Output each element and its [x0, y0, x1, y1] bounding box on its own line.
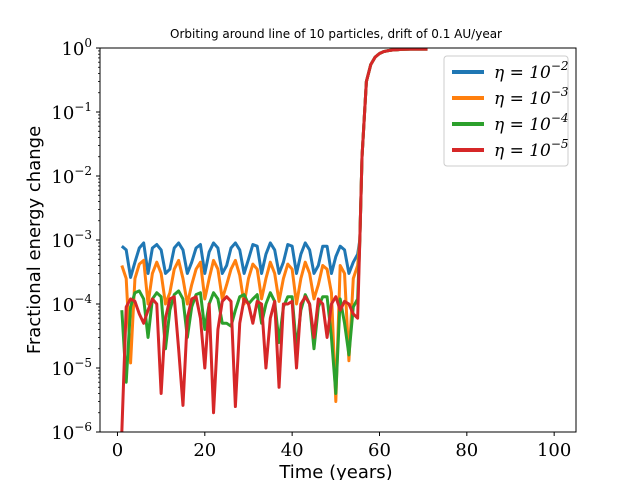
- plot-frame: [99, 47, 577, 433]
- y-tick-label: 100: [61, 36, 92, 60]
- series-line-1: [120, 48, 428, 279]
- x-tick-label: 100: [537, 440, 571, 461]
- series-line-2: [120, 48, 428, 403]
- y-tick-label: 10−2: [51, 164, 92, 188]
- y-tick-label: 10−4: [51, 292, 92, 316]
- legend-frame: [443, 55, 569, 167]
- series-layer: [120, 48, 428, 432]
- tick-layer: 0 20 40 60 80 100 10−6 10−5 10−4 10−3 10−2 10−1 100: [51, 36, 571, 461]
- x-tick-label: 40: [281, 440, 304, 461]
- legend-label-1: η = 10−2: [494, 59, 569, 83]
- y-tick-label: 10−3: [51, 228, 92, 252]
- legend-label-2: η = 10−3: [494, 85, 569, 109]
- legend: η = 10−2η = 10−3η = 10−4η = 10−5: [443, 55, 569, 167]
- x-tick-label: 20: [193, 440, 216, 461]
- y-tick-label: 10−6: [51, 420, 92, 444]
- x-tick-label: 0: [112, 440, 123, 461]
- x-tick-label: 60: [368, 440, 391, 461]
- y-axis-label: Fractional energy change: [24, 126, 45, 354]
- series-line-4: [120, 48, 428, 432]
- series-line-3: [120, 48, 428, 395]
- x-axis-label: Time (years): [278, 462, 392, 480]
- y-tick-label: 10−5: [51, 356, 92, 380]
- legend-label-4: η = 10−5: [494, 137, 569, 161]
- chart-title: Orbiting around line of 10 particles, dr…: [170, 27, 502, 41]
- legend-label-3: η = 10−4: [494, 111, 569, 135]
- x-tick-label: 80: [455, 440, 478, 461]
- y-tick-label: 10−1: [51, 100, 92, 124]
